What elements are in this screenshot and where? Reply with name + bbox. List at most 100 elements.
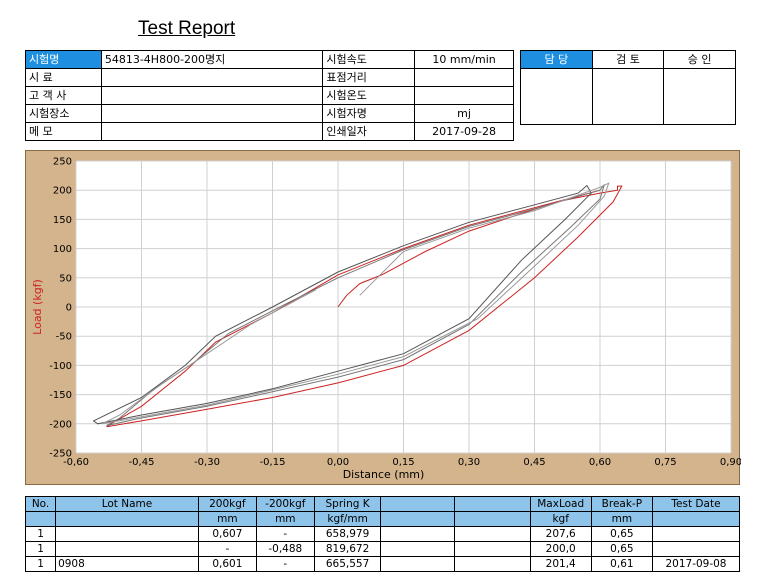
table-cell [651,541,741,557]
x-tick-label: -0,60 [63,457,89,468]
table-cell: 1 [24,556,57,572]
table-cell [380,526,456,542]
table-header-cell: Spring K [313,496,382,512]
table-cell: 200,0 [529,541,592,557]
table-cell: 665,557 [313,556,382,572]
table-header-cell: -200kgf [255,496,315,512]
chart-frame: -0,60 -0,45 -0,30 -0,15 0,00 0,15 0,30 0,45 0,60… [25,150,741,485]
table-row: 1 0908 0,601-665,557 201,4 0,61 2017-09-08 [24,556,741,572]
info-label: 시험명 [25,50,102,69]
table-cell: 658,979 [313,526,382,542]
info-label: 시험장소 [25,104,102,123]
results-table: No. Lot Name 200kgf -200kgf Spring K MaxLoad B… [24,496,741,572]
x-tick-label: -0,45 [129,457,155,468]
info-label: 시 료 [25,68,102,87]
info-value2: 10 mm/min [414,50,514,69]
load-distance-chart: -0,60 -0,45 -0,30 -0,15 0,00 0,15 0,30 0,45 0,60… [31,157,741,482]
table-row: 1 0,607-658,979 207,6 0,65 [24,526,741,542]
info-table: 시험명 54813-4H800-200명지 시험속도 10 mm/min 시 료 표점거리… [25,50,514,141]
report-title: Test Report [138,18,236,39]
table-header-cell: mm [197,511,257,527]
info-label: 메 모 [25,122,102,141]
table-cell: - [255,526,315,542]
table-cell: 0,607 [197,526,257,542]
x-tick-label: 0,15 [392,457,414,468]
info-row: 시험명 54813-4H800-200명지 시험속도 10 mm/min [25,50,514,69]
info-row: 시 료 표점거리 [25,68,514,87]
table-cell [380,556,456,572]
x-tick-label: 0,45 [523,457,545,468]
y-tick-label: 250 [53,157,72,168]
table-cell: 0,601 [197,556,257,572]
approval-header-charge: 담 당 [520,50,593,69]
info-value [100,86,324,105]
table-cell [55,526,199,542]
table-cell [454,556,531,572]
y-tick-label: 200 [53,186,72,197]
approval-header-approve: 승 인 [663,50,736,69]
info-label: 고 객 사 [25,86,102,105]
table-cell: 819,672 [313,541,382,557]
table-cell [380,541,456,557]
table-cell [454,526,531,542]
info-value2: mj [414,104,514,123]
info-row: 고 객 사 시험온도 [25,86,514,105]
table-header-row: No. Lot Name 200kgf -200kgf Spring K MaxLoad B… [24,496,741,512]
approval-header-review: 검 토 [591,50,665,69]
table-header-cell [454,511,531,527]
table-cell: 0,61 [590,556,653,572]
table-header-cell: MaxLoad [529,496,592,512]
x-tick-label: 0,00 [327,457,349,468]
table-cell: 201,4 [529,556,592,572]
table-cell [55,541,199,557]
x-tick-label: -0,15 [260,457,286,468]
series-line [101,182,610,425]
table-header-cell: 200kgf [197,496,257,512]
table-header-cell: mm [255,511,315,527]
x-tick-label: 0,90 [720,457,741,468]
table-header-cell [454,496,531,512]
table-cell [651,526,741,542]
info-value [100,68,324,87]
y-tick-label: 50 [59,273,72,284]
info-label2: 시험온도 [322,86,416,105]
y-tick-label: -100 [49,361,72,372]
y-tick-label: -150 [49,390,72,401]
table-header-cell [651,511,741,527]
y-tick-label: -250 [49,449,72,460]
table-units-row: mm mm kgf/mm kgf mm [24,511,741,527]
x-tick-label: 0,30 [458,457,480,468]
table-header-cell: Break-P [590,496,653,512]
table-header-cell [24,511,57,527]
table-header-cell: mm [590,511,653,527]
x-axis-label: Distance (mm) [343,468,425,481]
info-value2 [414,68,514,87]
y-tick-label: -50 [56,332,72,343]
table-header-cell: kgf [529,511,592,527]
y-tick-label: 100 [53,244,72,255]
x-tick-label: 0,60 [589,457,611,468]
table-cell: 0,65 [590,526,653,542]
table-header-cell [380,496,456,512]
info-value [100,122,324,141]
approval-cell-review [591,68,665,125]
info-value2 [414,86,514,105]
table-cell: 2017-09-08 [651,556,741,572]
x-tick-label: 0,75 [654,457,676,468]
table-cell [454,541,531,557]
info-value [100,104,324,123]
table-header-cell: Test Date [651,496,741,512]
info-label2: 표점거리 [322,68,416,87]
table-header-cell [380,511,456,527]
info-value2: 2017-09-28 [414,122,514,141]
table-row: 1 - -0,488 819,672 200,0 0,65 [24,541,741,557]
series-line [92,184,592,425]
approval-table: 담 당 검 토 승 인 [520,50,736,125]
table-cell: 0908 [55,556,199,572]
approval-cell-approve [663,68,736,125]
table-header-cell: Lot Name [55,496,199,512]
table-cell: - [197,541,257,557]
table-cell: -0,488 [255,541,315,557]
table-header-cell: No. [24,496,57,512]
approval-cell-charge [520,68,593,125]
